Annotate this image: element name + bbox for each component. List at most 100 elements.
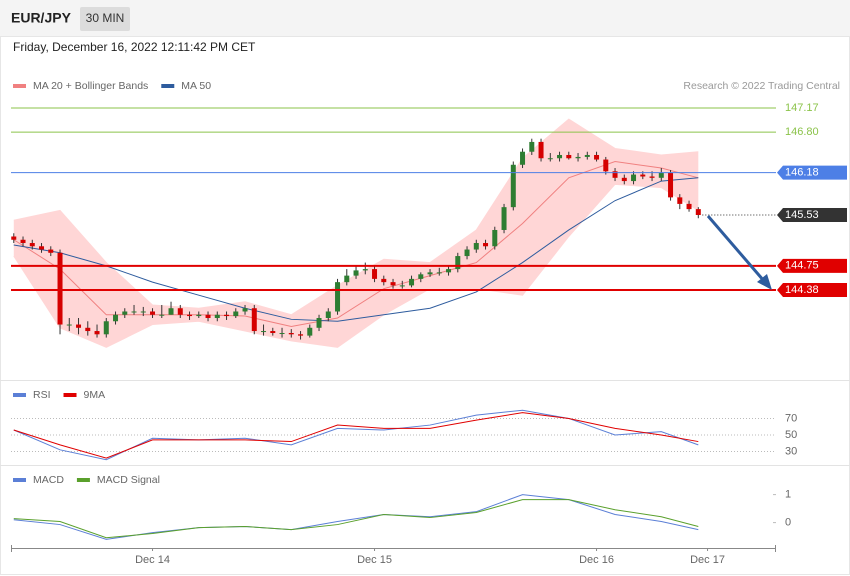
candle-body	[159, 314, 165, 316]
legend-swatch	[161, 84, 175, 88]
candle-body	[224, 314, 230, 317]
candle-body	[270, 331, 276, 334]
candle-body	[399, 285, 405, 287]
candle-body	[538, 141, 544, 159]
candle-body	[288, 333, 294, 335]
series-line	[13, 499, 699, 539]
candle-body	[66, 324, 72, 326]
band-edge	[13, 118, 699, 316]
y-tick-label: 1	[785, 489, 791, 501]
x-tick-label: Dec 17	[690, 554, 725, 566]
candle-body	[677, 197, 683, 204]
legend-label: MA 20 + Bollinger Bands	[33, 80, 148, 92]
candle-body	[168, 308, 174, 315]
credit: Research © 2022 Trading Central	[683, 80, 840, 92]
candle-body	[464, 249, 470, 257]
candle-body	[640, 174, 646, 177]
candle-body	[446, 269, 452, 273]
candle-body	[140, 311, 146, 313]
symbol: EUR/JPY	[11, 10, 72, 26]
candle-body	[668, 172, 674, 198]
candle-body	[575, 156, 581, 159]
candle-body	[307, 327, 313, 336]
candle-body	[39, 246, 45, 250]
legend-swatch	[63, 393, 77, 397]
legend-label: MACD Signal	[97, 474, 160, 486]
candle-body	[187, 314, 193, 317]
candle-body	[566, 154, 572, 159]
candle-body	[362, 269, 368, 271]
candle-body	[557, 154, 563, 159]
price-label-box	[777, 165, 847, 180]
price-label-box	[777, 282, 847, 297]
candle-body	[214, 314, 220, 319]
x-tick-label: Dec 14	[135, 554, 170, 566]
candle-body	[85, 327, 91, 332]
price-label: 146.18	[785, 167, 819, 179]
candle-body	[427, 272, 433, 275]
candle-body	[353, 270, 359, 276]
candle-body	[279, 333, 285, 335]
legend-swatch	[13, 393, 26, 397]
legend-label: RSI	[33, 389, 51, 401]
candle-body	[344, 275, 350, 283]
forecast-arrow	[706, 215, 772, 290]
price-label: 146.80	[785, 126, 819, 138]
candle-body	[418, 274, 424, 279]
candle-body	[455, 256, 461, 270]
price-label: 145.53	[785, 209, 819, 221]
candle-body	[335, 282, 341, 312]
price-label-box	[777, 258, 847, 273]
y-tick-label: 50	[785, 429, 797, 441]
candle-body	[612, 171, 618, 178]
candle-body	[381, 278, 387, 283]
series-line	[13, 412, 699, 459]
candle-body	[473, 243, 479, 250]
legend-swatch	[13, 478, 26, 482]
candle-body	[29, 243, 35, 247]
candle-body	[483, 243, 489, 247]
candle-body	[603, 159, 609, 172]
series-line	[13, 494, 699, 540]
candle-body	[122, 311, 128, 315]
candle-body	[529, 141, 535, 152]
candle-body	[205, 314, 211, 319]
candle-body	[631, 174, 637, 182]
candle-body	[131, 311, 137, 313]
interval[interactable]: 30 MIN	[86, 11, 125, 25]
candle-body	[48, 249, 54, 253]
price-label: 147.17	[785, 102, 819, 114]
legend-swatch	[13, 84, 26, 88]
candle-body	[11, 236, 17, 240]
candle-body	[233, 311, 239, 317]
bollinger-band	[13, 119, 699, 348]
candle-body	[686, 203, 692, 210]
candle-body	[621, 177, 627, 182]
x-tick-label: Dec 16	[579, 554, 614, 566]
price-label: 144.38	[785, 284, 819, 296]
legend-label: MACD	[33, 474, 64, 486]
candle-body	[584, 154, 590, 157]
legend-swatch	[76, 478, 90, 482]
x-tick-label: Dec 15	[357, 554, 392, 566]
candle-body	[196, 314, 202, 317]
candle-body	[547, 158, 553, 160]
legend-label: 9MA	[84, 389, 106, 401]
candle-body	[436, 272, 442, 274]
candle-body	[695, 209, 701, 215]
band-edge	[13, 183, 699, 348]
candle-body	[325, 311, 331, 319]
header-bar	[0, 0, 850, 36]
candle-body	[103, 321, 109, 335]
interval-badge[interactable]	[80, 7, 130, 31]
candle-body	[658, 172, 664, 178]
candle-body	[20, 239, 26, 244]
candle-body	[510, 164, 516, 208]
candle-body	[372, 269, 378, 279]
candle-body	[298, 334, 304, 336]
candle-body	[57, 252, 63, 325]
candle-body	[594, 154, 600, 160]
candle-body	[390, 282, 396, 286]
candle-body	[649, 176, 655, 178]
